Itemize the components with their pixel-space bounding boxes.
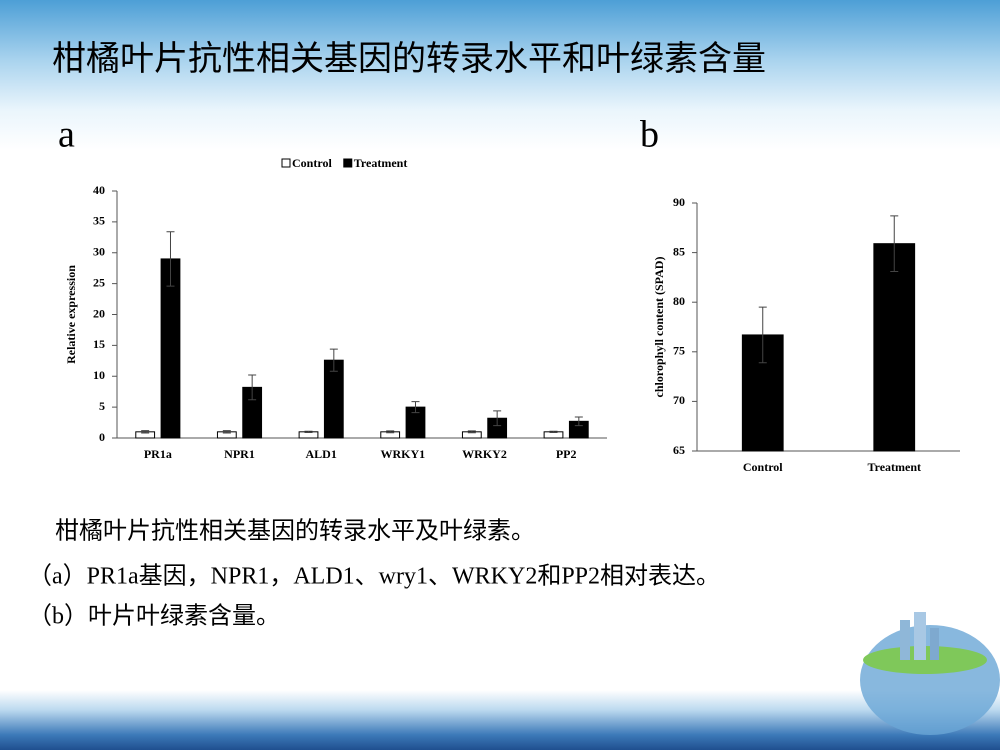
error-bar bbox=[758, 306, 767, 364]
y-tick-label: 75 bbox=[673, 344, 685, 358]
y-tick-label: 25 bbox=[93, 275, 105, 289]
caption-line: （a）PR1a基因，NPR1，ALD1、wry1、WRKY2和PP2相对表达。 bbox=[28, 563, 720, 590]
y-tick-label: 80 bbox=[673, 294, 685, 308]
error-bar bbox=[411, 401, 420, 414]
caption-line: 柑橘叶片抗性相关基因的转录水平及叶绿素。 bbox=[55, 518, 535, 545]
legend-label: Treatment bbox=[354, 156, 408, 170]
panel-label: a bbox=[58, 114, 75, 156]
error-bar bbox=[222, 430, 231, 434]
legend-swatch bbox=[343, 158, 353, 168]
y-tick-label: 90 bbox=[673, 195, 685, 209]
error-bar bbox=[467, 430, 476, 434]
legend-label: Control bbox=[292, 156, 332, 170]
caption-line: （b）叶片叶绿素含量。 bbox=[28, 603, 280, 630]
legend-swatch bbox=[281, 158, 291, 168]
bar bbox=[323, 359, 344, 439]
y-tick-label: 85 bbox=[673, 244, 685, 258]
slide-title: 柑橘叶片抗性相关基因的转录水平和叶绿素含量 bbox=[52, 40, 766, 78]
x-tick-label: Treatment bbox=[867, 460, 921, 474]
y-tick-label: 30 bbox=[93, 245, 105, 259]
y-axis-label: chlorophyll content (SPAD) bbox=[652, 257, 666, 398]
x-tick-label: Control bbox=[743, 460, 783, 474]
x-tick-label: WRKY2 bbox=[462, 447, 507, 461]
y-tick-label: 65 bbox=[673, 443, 685, 457]
y-tick-label: 10 bbox=[93, 368, 105, 382]
y-tick-label: 15 bbox=[93, 337, 105, 351]
error-bar bbox=[166, 231, 175, 287]
y-tick-label: 40 bbox=[93, 183, 105, 197]
error-bar bbox=[549, 430, 558, 433]
y-tick-label: 5 bbox=[99, 399, 105, 413]
error-bar bbox=[248, 374, 257, 401]
error-bar bbox=[329, 348, 338, 372]
x-tick-label: WRKY1 bbox=[380, 447, 425, 461]
panel-label: b bbox=[640, 114, 659, 156]
globe-decoration bbox=[860, 612, 1000, 735]
y-tick-label: 0 bbox=[99, 430, 105, 444]
error-bar bbox=[141, 430, 150, 434]
y-tick-label: 20 bbox=[93, 306, 105, 320]
error-bar bbox=[890, 215, 899, 272]
error-bar bbox=[304, 430, 313, 433]
y-axis-label: Relative expression bbox=[64, 265, 78, 364]
x-tick-label: PP2 bbox=[556, 447, 577, 461]
y-tick-label: 70 bbox=[673, 393, 685, 407]
bar bbox=[873, 243, 916, 452]
error-bar bbox=[386, 430, 395, 434]
x-tick-label: PR1a bbox=[144, 447, 172, 461]
x-tick-label: NPR1 bbox=[224, 447, 255, 461]
y-tick-label: 35 bbox=[93, 214, 105, 228]
error-bar bbox=[574, 416, 583, 427]
x-tick-label: ALD1 bbox=[305, 447, 336, 461]
error-bar bbox=[493, 410, 502, 427]
